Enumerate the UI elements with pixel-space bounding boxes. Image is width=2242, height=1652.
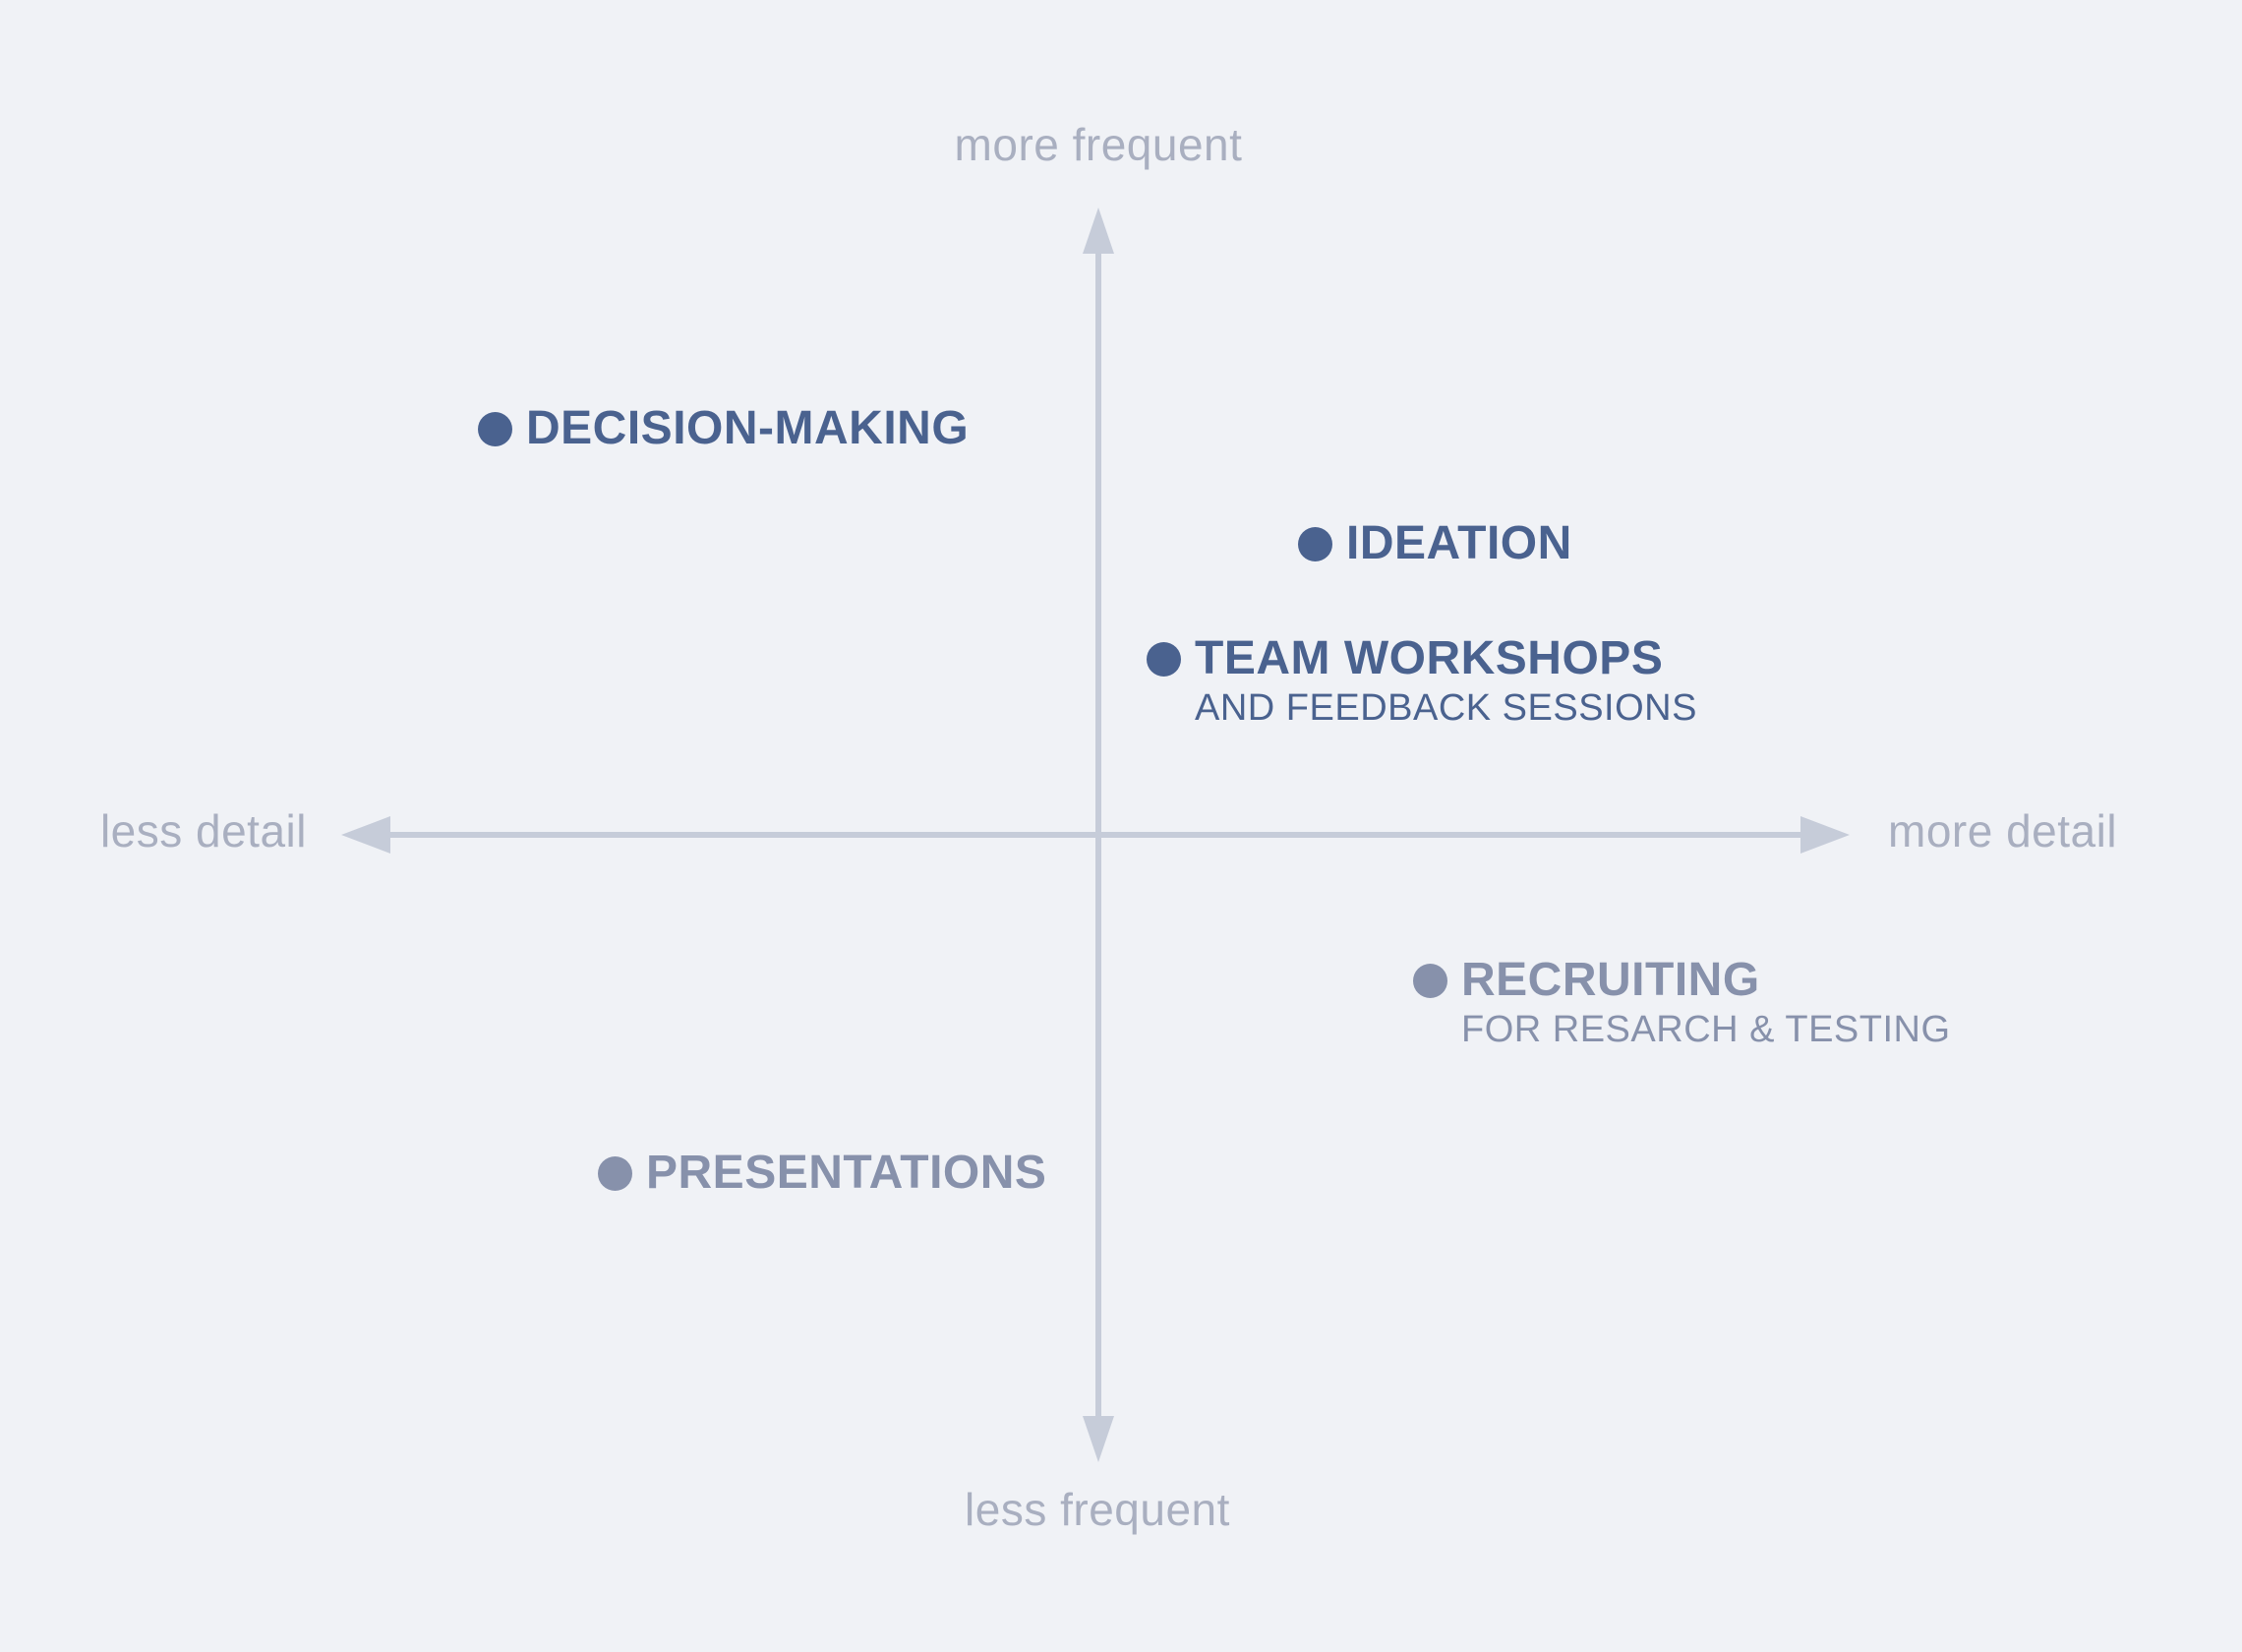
arrow-down-icon	[1083, 1416, 1114, 1462]
item-label: DECISION-MAKING	[526, 402, 970, 454]
item-marker-dot	[478, 411, 512, 446]
item-label: IDEATION	[1346, 517, 1572, 569]
item-recruiting: RECRUITING FOR RESARCH & TESTING	[1413, 955, 1951, 1051]
item-team-workshops: TEAM WORKSHOPS AND FEEDBACK SESSIONS	[1147, 633, 1697, 730]
item-marker-dot	[1413, 963, 1447, 998]
axis-label-more-detail: more detail	[1888, 805, 2118, 856]
item-marker-dot	[1298, 526, 1332, 561]
axis-label-less-detail: less detail	[99, 805, 307, 856]
item-presentations: PRESENTATIONS	[598, 1148, 1046, 1199]
item-label: PRESENTATIONS	[646, 1147, 1047, 1199]
arrow-right-icon	[1800, 816, 1850, 854]
item-sublabel: FOR RESARCH & TESTING	[1461, 1009, 1951, 1050]
item-marker-dot	[598, 1155, 632, 1191]
item-label: TEAM WORKSHOPS	[1195, 632, 1664, 684]
axis-label-more-frequent: more frequent	[954, 119, 1243, 170]
item-decision-making: DECISION-MAKING	[478, 403, 969, 454]
item-marker-dot	[1147, 641, 1181, 677]
item-ideation: IDEATION	[1298, 518, 1572, 569]
item-label: RECRUITING	[1461, 954, 1760, 1006]
axis-label-less-frequent: less frequent	[965, 1484, 1230, 1535]
item-sublabel: AND FEEDBACK SESSIONS	[1195, 687, 1697, 729]
arrow-up-icon	[1083, 207, 1114, 254]
arrow-left-icon	[341, 816, 390, 854]
